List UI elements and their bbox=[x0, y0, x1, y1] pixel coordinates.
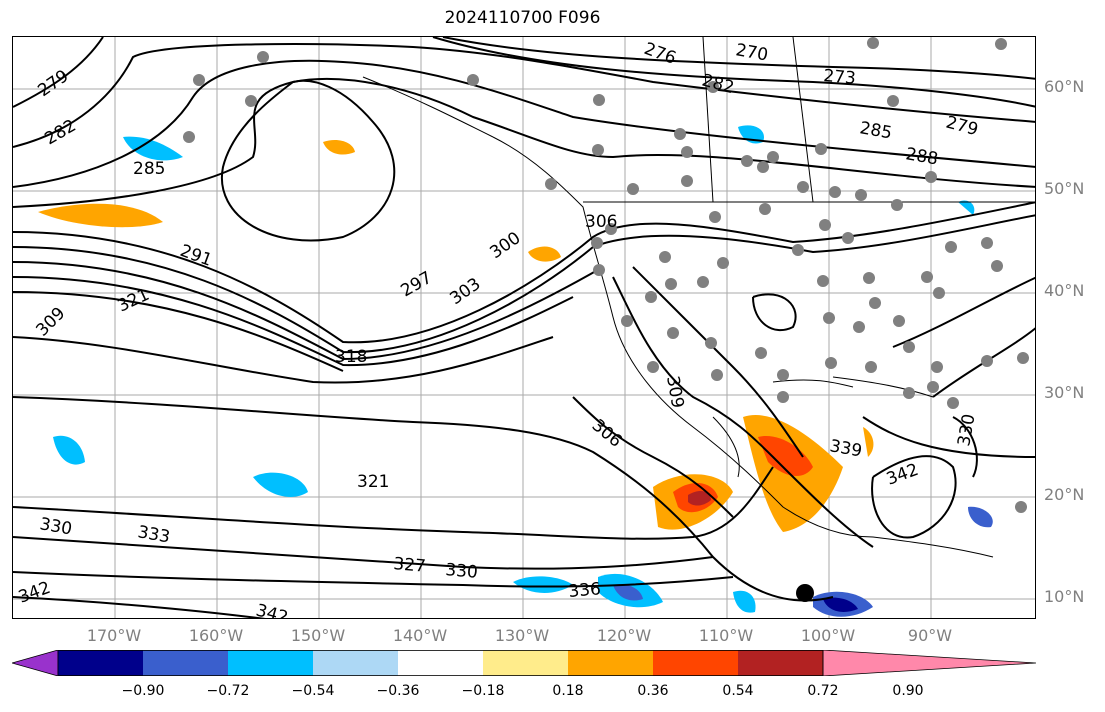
contour-label: 279 bbox=[34, 66, 72, 101]
contour-label: 330 bbox=[38, 514, 73, 539]
colorbar bbox=[12, 650, 1036, 676]
shaded-anomaly-areas bbox=[38, 125, 993, 617]
contour-label: 300 bbox=[486, 228, 524, 263]
contour-label: 309 bbox=[32, 303, 69, 340]
contour-label: 288 bbox=[904, 144, 939, 169]
colorbar-segment bbox=[483, 650, 568, 676]
contour-label: 306 bbox=[585, 212, 617, 232]
colorbar-segment bbox=[568, 650, 653, 676]
lon-label: 130°W bbox=[494, 626, 550, 645]
lon-label: 160°W bbox=[188, 626, 244, 645]
contour-label: 273 bbox=[823, 66, 857, 89]
lat-label: 10°N bbox=[1044, 587, 1085, 606]
contour-label: 318 bbox=[335, 347, 367, 367]
colorbar-tick-label: −0.90 bbox=[121, 683, 165, 699]
map-canvas: 279 282 285 276 270 273 282 285 288 279 … bbox=[13, 37, 1035, 619]
contour-lines bbox=[13, 37, 1035, 618]
colorbar-segment bbox=[58, 650, 143, 676]
lon-label: 110°W bbox=[698, 626, 754, 645]
colorbar-border bbox=[57, 650, 824, 676]
contour-label: 291 bbox=[177, 241, 214, 271]
contour-label: 321 bbox=[115, 285, 153, 317]
colorbar-tick-label: −0.18 bbox=[461, 683, 505, 699]
contour-label: 333 bbox=[136, 522, 171, 547]
contour-label: 297 bbox=[398, 268, 436, 302]
lat-label: 50°N bbox=[1044, 179, 1085, 198]
colorbar-tick-label: 0.54 bbox=[722, 683, 754, 699]
colorbar-tick-label: 0.18 bbox=[552, 683, 584, 699]
lon-label: 90°W bbox=[907, 626, 953, 645]
contour-label: 276 bbox=[641, 39, 678, 69]
colorbar-segment bbox=[738, 650, 823, 676]
contour-label: 339 bbox=[828, 436, 863, 461]
contour-label: 327 bbox=[393, 554, 427, 577]
lon-label: 140°W bbox=[392, 626, 448, 645]
contour-label: 309 bbox=[662, 374, 687, 409]
figure-title: 2024110700 F096 bbox=[444, 8, 601, 28]
colorbar-segment bbox=[228, 650, 313, 676]
lat-label: 30°N bbox=[1044, 383, 1085, 402]
colorbar-segments bbox=[12, 650, 1036, 676]
lon-label: 120°W bbox=[596, 626, 652, 645]
lat-label: 20°N bbox=[1044, 485, 1085, 504]
contour-label: 285 bbox=[858, 118, 893, 143]
contour-label: 342 bbox=[16, 578, 53, 608]
contour-label: 330 bbox=[445, 560, 479, 583]
colorbar-segment bbox=[398, 650, 483, 676]
colorbar-extend-high bbox=[822, 650, 1036, 676]
colorbar-tick-label: −0.36 bbox=[376, 683, 420, 699]
map-panel: 279 282 285 276 270 273 282 285 288 279 … bbox=[12, 36, 1036, 619]
colorbar-extend-low bbox=[12, 650, 59, 676]
colorbar-tick-label: 0.36 bbox=[637, 683, 669, 699]
storm-center-marker bbox=[796, 584, 814, 602]
colorbar-tick-label: −0.72 bbox=[206, 683, 250, 699]
lat-label: 40°N bbox=[1044, 281, 1085, 300]
colorbar-tick-label: −0.54 bbox=[291, 683, 335, 699]
contour-label: 270 bbox=[734, 40, 769, 65]
lat-label: 60°N bbox=[1044, 77, 1085, 96]
contour-label: 336 bbox=[568, 579, 602, 602]
contour-label: 342 bbox=[254, 601, 291, 619]
station-markers bbox=[183, 37, 1029, 513]
lon-label: 150°W bbox=[290, 626, 346, 645]
contour-label: 330 bbox=[954, 412, 979, 447]
contour-label: 321 bbox=[357, 472, 389, 492]
contour-label: 306 bbox=[588, 416, 626, 452]
colorbar-tick-label: 0.72 bbox=[807, 683, 839, 699]
colorbar-segment bbox=[143, 650, 228, 676]
coastlines bbox=[362, 37, 1035, 558]
lon-label: 170°W bbox=[86, 626, 142, 645]
contour-label: 282 bbox=[700, 71, 737, 99]
colorbar-tick-label: 0.90 bbox=[892, 683, 924, 699]
colorbar-segment bbox=[313, 650, 398, 676]
contour-label: 342 bbox=[884, 460, 921, 490]
contour-label: 303 bbox=[446, 274, 484, 309]
contour-label: 285 bbox=[133, 159, 165, 179]
colorbar-segment bbox=[653, 650, 738, 676]
lon-label: 100°W bbox=[800, 626, 856, 645]
